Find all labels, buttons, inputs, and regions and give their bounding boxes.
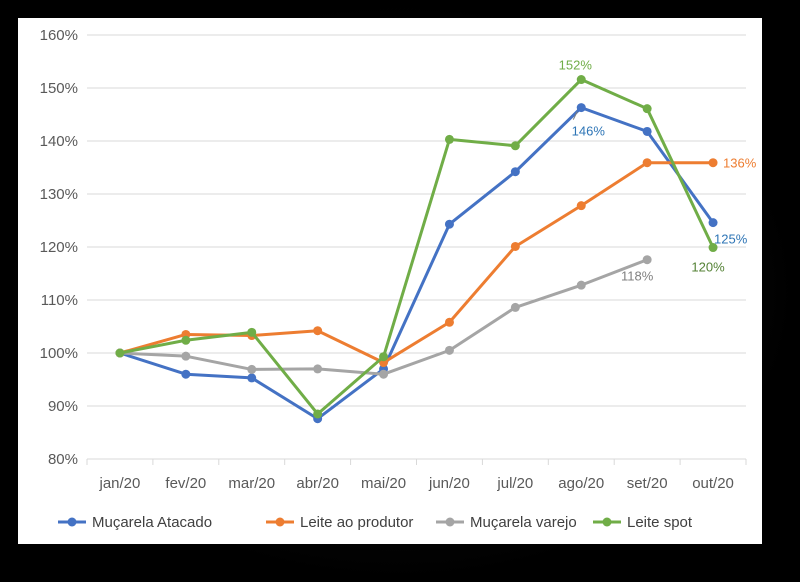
data-label: 152% — [559, 58, 593, 73]
x-tick-label: jan/20 — [99, 475, 141, 492]
data-point — [708, 158, 718, 168]
y-axis-ticks: 80% 90% 100% 110% 120% 130% 140% 150% 160% — [40, 27, 78, 468]
data-point — [444, 345, 454, 355]
data-point — [247, 327, 257, 337]
x-tick-label: mai/20 — [361, 475, 406, 492]
data-point — [576, 280, 586, 290]
data-point — [576, 201, 586, 211]
data-point — [115, 348, 125, 358]
legend-label: Leite spot — [627, 514, 693, 531]
data-point — [444, 317, 454, 327]
data-point — [510, 141, 520, 151]
legend-marker — [602, 517, 612, 527]
data-point — [708, 218, 718, 228]
series-line — [119, 161, 714, 365]
data-point — [379, 369, 389, 379]
x-tick-label: abr/20 — [296, 475, 339, 492]
data-point — [576, 103, 586, 113]
series-lines — [115, 75, 718, 424]
data-point — [379, 352, 389, 362]
y-tick-label: 120% — [40, 239, 78, 256]
data-point — [642, 104, 652, 114]
data-point — [181, 351, 191, 361]
x-tick-label: set/20 — [627, 475, 668, 492]
data-point — [708, 243, 718, 253]
x-tick-label: ago/20 — [558, 475, 604, 492]
x-tick-label: mar/20 — [228, 475, 275, 492]
data-point — [181, 335, 191, 345]
y-tick-label: 100% — [40, 345, 78, 362]
y-tick-label: 90% — [48, 398, 78, 415]
data-labels: 152% 146% 136% 125% 120% 118% — [559, 58, 757, 284]
data-point — [510, 167, 520, 177]
data-point — [444, 134, 454, 144]
data-label: 118% — [621, 269, 654, 284]
data-point — [642, 126, 652, 136]
legend-label: Muçarela Atacado — [92, 514, 212, 531]
x-axis-ticks: jan/20 fev/20 mar/20 abr/20 mai/20 jun/20 jul/… — [99, 475, 734, 492]
data-point — [247, 373, 257, 383]
chart-panel: 80% 90% 100% 110% 120% 130% 140% 150% 160% jan/2… — [18, 18, 762, 544]
line-chart: 80% 90% 100% 110% 120% 130% 140% 150% 160% jan/2… — [40, 27, 757, 531]
data-point — [642, 255, 652, 265]
data-label: 120% — [691, 260, 725, 275]
data-label: 146% — [572, 124, 606, 139]
y-tick-label: 140% — [40, 133, 78, 150]
label-leader-line — [572, 111, 578, 120]
data-label: 125% — [714, 232, 748, 247]
data-point — [444, 219, 454, 229]
legend-marker — [275, 517, 285, 527]
x-tick-label: jul/20 — [496, 475, 533, 492]
data-point — [247, 364, 257, 374]
series-line — [119, 78, 715, 416]
data-point — [576, 75, 586, 85]
y-tick-label: 110% — [41, 292, 78, 309]
data-point — [510, 302, 520, 312]
data-point — [642, 158, 652, 168]
data-point — [313, 364, 323, 374]
x-tick-label: jun/20 — [428, 475, 470, 492]
legend-marker — [67, 517, 77, 527]
y-tick-label: 150% — [40, 80, 78, 97]
data-point — [313, 409, 323, 419]
data-point — [313, 326, 323, 336]
data-label: 136% — [723, 156, 757, 171]
x-tick-label: out/20 — [692, 475, 734, 492]
legend-marker — [445, 517, 455, 527]
legend: Muçarela Atacado Leite ao produtor Muçarel… — [58, 514, 693, 531]
y-tick-label: 130% — [40, 186, 78, 203]
series-line — [119, 106, 715, 421]
x-tick-label: fev/20 — [165, 475, 206, 492]
data-point — [181, 369, 191, 379]
y-tick-label: 80% — [48, 451, 78, 468]
legend-label: Muçarela varejo — [470, 514, 577, 531]
y-tick-label: 160% — [40, 27, 78, 44]
legend-label: Leite ao produtor — [300, 514, 413, 531]
data-point — [510, 241, 520, 251]
